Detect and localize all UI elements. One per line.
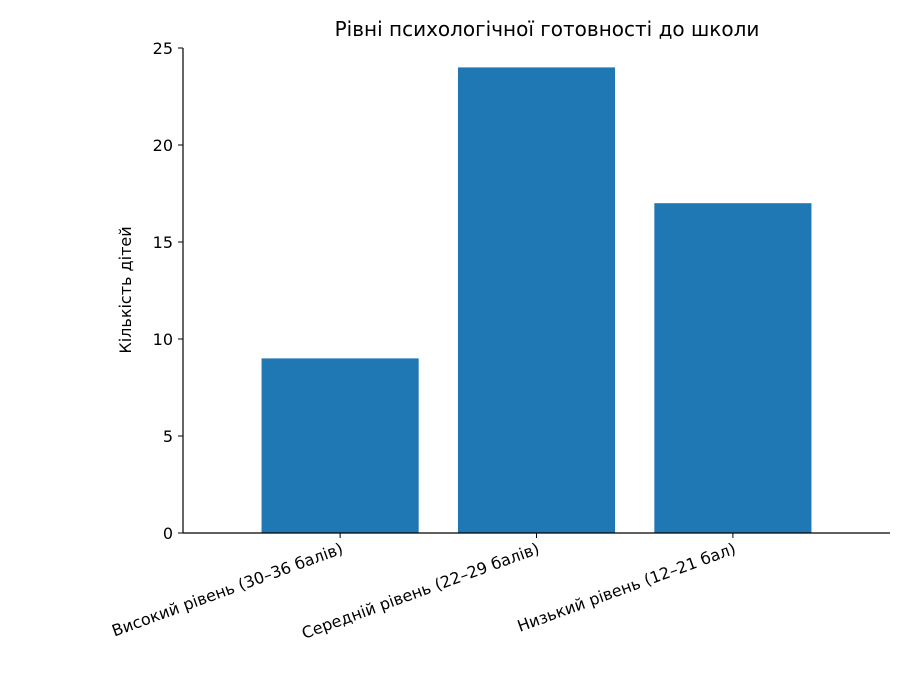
y-tick-label-3: 15 [153,233,173,252]
chart-title: Рівні психологічної готовності до школи [335,17,760,41]
y-tick-label-4: 20 [153,136,173,155]
y-axis-ticks: 0 5 10 15 20 25 [153,39,183,543]
bar-2 [654,203,812,533]
y-tick-label-1: 5 [163,427,173,446]
bar-1 [457,67,616,534]
axes-frame [182,48,890,534]
bar-0 [261,358,419,533]
y-axis-label: Кількість дітей [116,226,135,353]
y-tick-label-5: 25 [153,39,173,58]
bars-layer [261,67,812,534]
y-tick-label-2: 10 [153,330,173,349]
y-tick-label-0: 0 [163,524,173,543]
